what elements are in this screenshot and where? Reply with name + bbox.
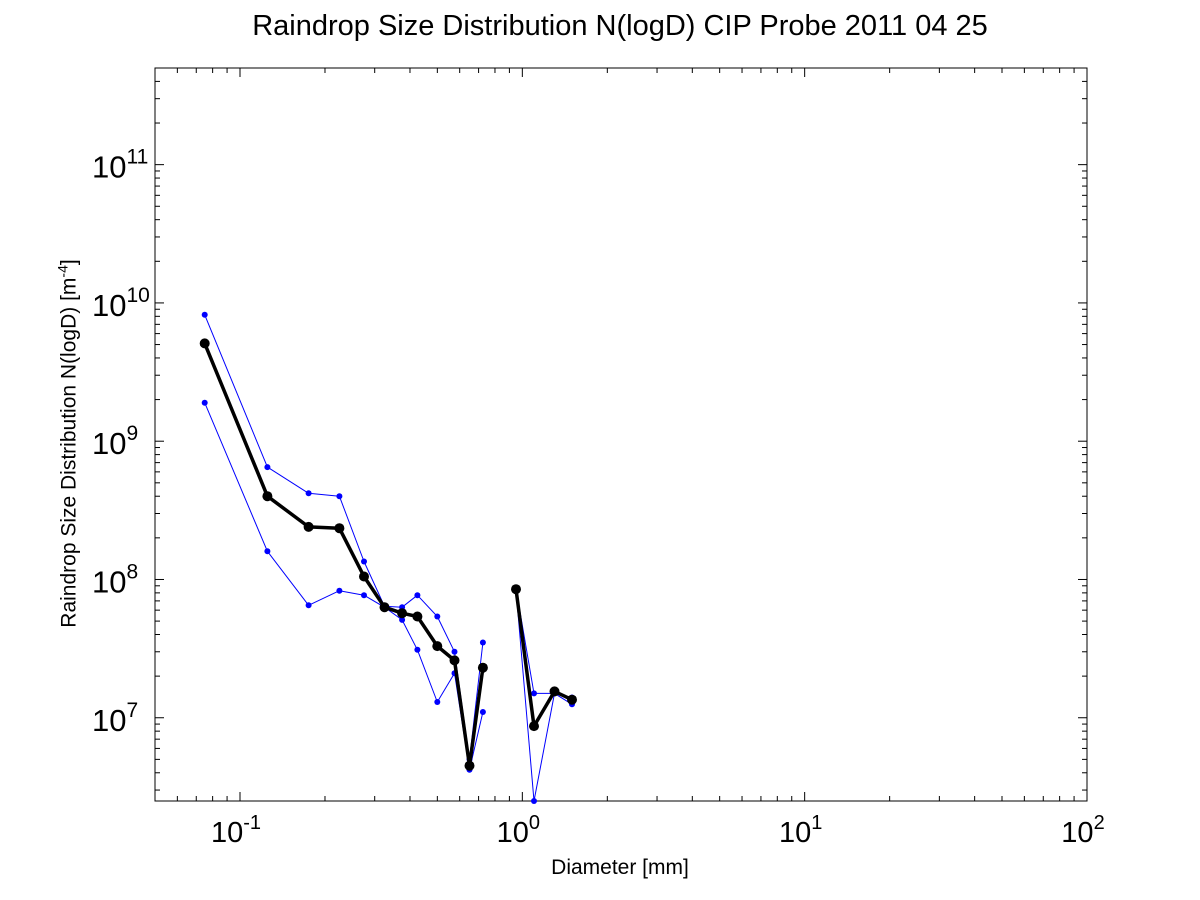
data-point-upper [434, 613, 441, 620]
plot-frame [154, 67, 1088, 802]
series-line-mean [203, 342, 485, 768]
data-point-mean [397, 608, 408, 619]
data-point-upper [336, 493, 343, 500]
data-point-mean [334, 523, 345, 534]
y-tick-label: 1010 [92, 284, 150, 323]
y-tick-label: 109 [92, 422, 138, 461]
data-point-mean [432, 641, 443, 652]
y-axis-label-suffix: ] [57, 259, 81, 266]
y-axis-label-exponent: -4 [54, 265, 71, 278]
data-point-mean [567, 694, 577, 705]
data-point-upper [531, 690, 537, 697]
y-tick-label: 1011 [92, 146, 148, 185]
data-point-upper [479, 639, 486, 646]
data-point-lower [201, 399, 208, 406]
data-point-mean [511, 584, 521, 595]
data-point-mean [549, 686, 560, 697]
data-point-mean [529, 721, 539, 732]
data-point-mean [412, 611, 423, 622]
series-line-mean [514, 588, 573, 728]
y-axis-label: Raindrop Size Distribution N(logD) [m-4] [51, 144, 82, 744]
data-point-lower [336, 587, 343, 594]
series-line-lower [515, 589, 573, 801]
data-point-mean [359, 571, 369, 582]
data-point-lower [264, 548, 271, 555]
data-point-lower [399, 616, 406, 623]
data-point-lower [361, 592, 367, 599]
data-point-upper [451, 648, 458, 655]
data-point-mean [379, 602, 390, 613]
chart-title: Raindrop Size Distribution N(logD) CIP P… [252, 10, 988, 42]
data-point-upper [264, 464, 271, 471]
y-tick-label: 107 [92, 699, 138, 738]
data-point-upper [361, 558, 367, 565]
x-tick-label: 100 [497, 812, 540, 849]
data-point-mean [477, 662, 488, 673]
data-point-mean [262, 491, 273, 502]
x-tick-label: 10-1 [211, 812, 261, 849]
data-point-lower [479, 709, 486, 715]
data-point-lower [305, 602, 312, 609]
data-point-mean [199, 338, 210, 349]
data-point-mean [449, 655, 460, 666]
data-point-upper [201, 311, 208, 318]
y-axis-label-text: Raindrop Size Distribution N(logD) [m [57, 277, 81, 628]
data-point-mean [303, 521, 314, 532]
x-tick-label: 102 [1061, 812, 1104, 849]
data-point-lower [434, 699, 441, 705]
y-tick-label: 108 [92, 560, 138, 599]
data-point-lower [531, 798, 537, 804]
data-point-mean [464, 760, 475, 771]
series-line-lower [204, 402, 484, 771]
x-tick-label: 101 [779, 812, 822, 849]
data-point-upper [414, 592, 421, 599]
data-point-upper [305, 490, 312, 497]
data-point-lower [414, 646, 421, 653]
x-axis-label: Diameter [mm] [551, 856, 689, 879]
